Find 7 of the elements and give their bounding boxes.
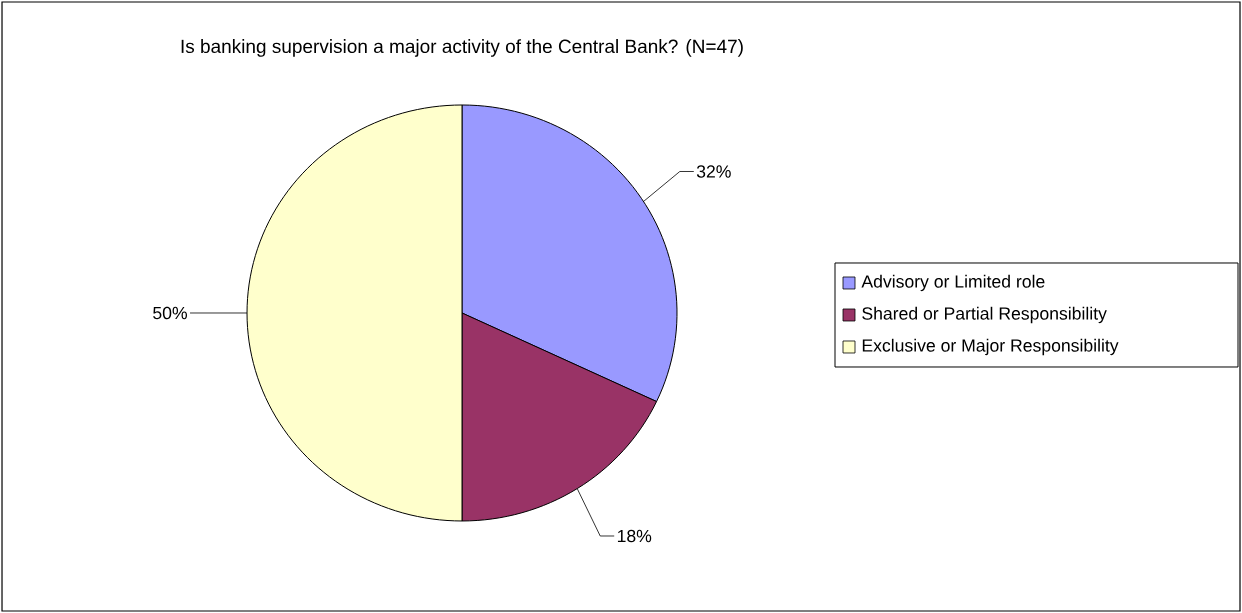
chart-title: Is banking supervision a major activity of the Central Bank? (N=47) <box>181 39 743 57</box>
legend-label: Shared or Partial Responsibility <box>862 306 1107 324</box>
data-label: 18% <box>617 529 652 543</box>
data-label: 50% <box>153 306 187 320</box>
legend-label: Exclusive or Major Responsibility <box>862 338 1119 356</box>
legend-label: Advisory or Limited role <box>861 274 1045 292</box>
data-label: 32% <box>696 165 731 178</box>
